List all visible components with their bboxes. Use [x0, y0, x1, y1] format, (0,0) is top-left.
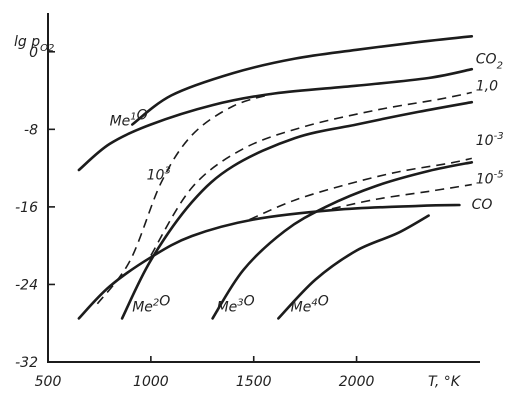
series-label: Me1O [110, 107, 148, 129]
series-line [77, 67, 474, 172]
y-tick-label: 0 [29, 45, 38, 61]
x-tick-label: 1500 [236, 374, 272, 390]
series-label: Me2O [132, 294, 170, 316]
series-label: 10-5 [476, 170, 504, 188]
curves [77, 35, 474, 320]
x-tick-label: 2000 [339, 374, 375, 390]
series-label: Me3O [217, 294, 255, 316]
x-tick-label: 1000 [133, 374, 169, 390]
series-label: 103 [147, 166, 171, 184]
series-line [150, 91, 472, 256]
y-tick-label: -16 [15, 200, 38, 216]
series-line [96, 92, 275, 305]
series-line [249, 157, 472, 221]
tick-labels: 0 -8 -16 -24 -32 500 1000 1500 2000 lg pO2 T, °K [14, 34, 462, 390]
x-tick-label: 500 [35, 374, 62, 390]
series-label: CO2 [476, 51, 503, 71]
x-axis-label: T, °K [428, 374, 462, 390]
y-tick-label: -24 [15, 277, 38, 293]
curve-labels: Me1O CO2 Me2O Me3O Me4O CO 103 1,0 10-3 10-5 [110, 51, 504, 315]
series-line [331, 183, 472, 210]
series-label: Me4O [291, 294, 329, 316]
series-line [131, 35, 474, 126]
series-line [211, 161, 474, 320]
y-tick-label: -32 [15, 355, 38, 371]
y-axis-label: lg pO2 [14, 34, 54, 54]
series-label: CO [472, 197, 493, 213]
series-label: 10-3 [476, 131, 504, 149]
series-line [277, 214, 430, 320]
series-label: 1,0 [476, 79, 498, 95]
series-line [120, 100, 474, 320]
y-tick-label: -8 [24, 122, 38, 138]
